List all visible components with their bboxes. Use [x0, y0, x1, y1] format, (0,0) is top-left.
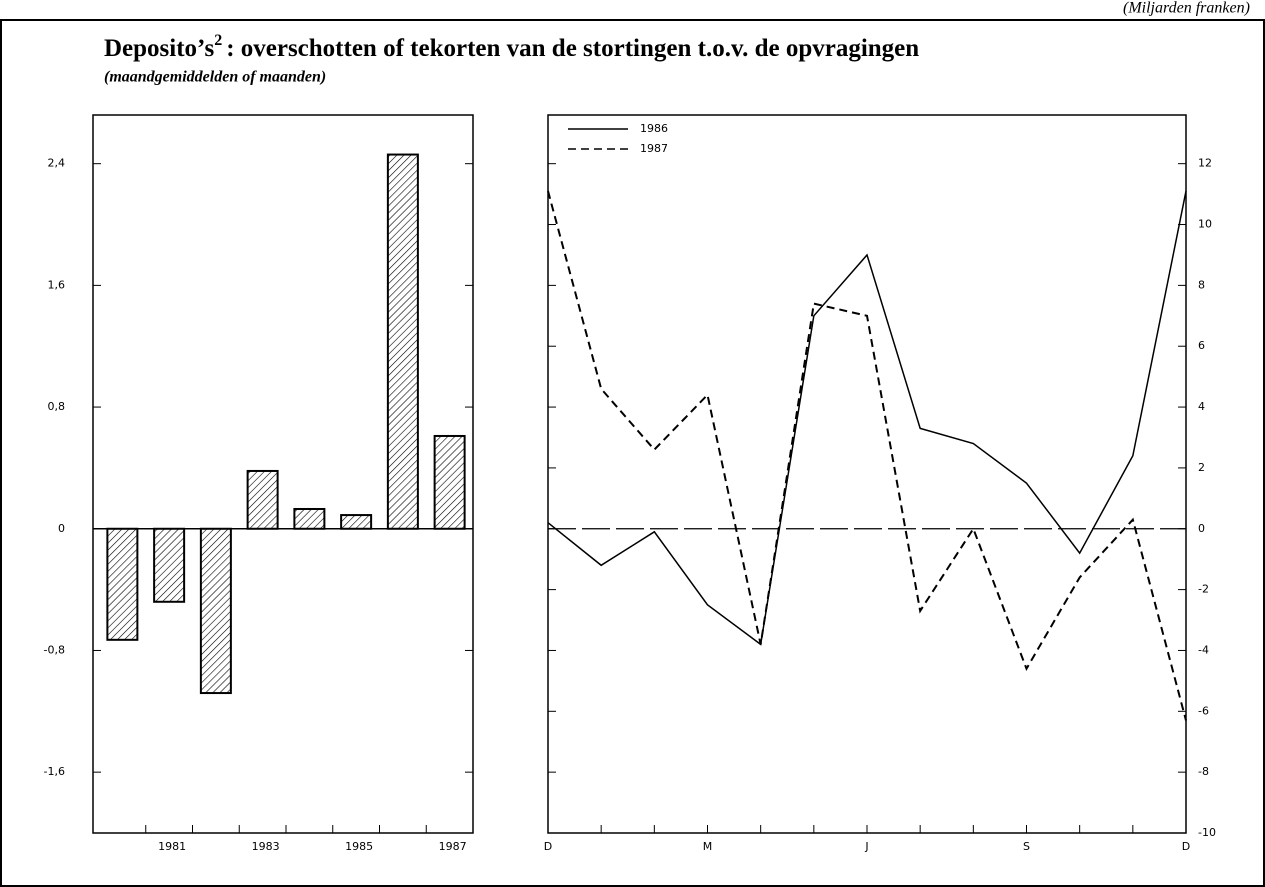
x-tick-label: 1985 — [345, 840, 373, 853]
y-tick-label: 8 — [1198, 278, 1205, 291]
bar — [199, 527, 232, 695]
y-tick-label: -2 — [1198, 583, 1209, 596]
subtitle: (maandgemiddelden of maanden) — [104, 69, 326, 86]
y-tick-label: -0,8 — [44, 643, 65, 656]
x-tick-label: D — [544, 840, 552, 853]
plot-frame — [547, 114, 1187, 834]
bar — [106, 527, 139, 641]
frame — [0, 19, 1265, 887]
bar — [293, 507, 326, 530]
title-part: Deposito’s — [104, 35, 214, 62]
y-tick-label: 0 — [1198, 522, 1205, 535]
bar — [153, 527, 186, 603]
chart-title: Deposito’s2: overschotten of tekorten va… — [104, 32, 919, 62]
y-tick-label: 0,8 — [48, 400, 66, 413]
bar — [246, 469, 279, 530]
x-tick-label: 1981 — [158, 840, 186, 853]
y-tick-label: 0 — [58, 522, 65, 535]
y-tick-label: -4 — [1198, 643, 1209, 656]
x-tick-label: S — [1023, 840, 1030, 853]
legend-label: 1987 — [640, 142, 668, 155]
y-tick-label: 4 — [1198, 400, 1205, 413]
y-tick-label: 2 — [1198, 461, 1205, 474]
x-tick-label: J — [864, 840, 868, 853]
plot-frame — [92, 114, 474, 834]
x-tick-label: 1983 — [252, 840, 280, 853]
legend-label: 1986 — [640, 122, 668, 135]
y-tick-label: -10 — [1198, 826, 1216, 839]
unit-note: (Miljarden franken) — [1123, 0, 1250, 17]
y-tick-label: 10 — [1198, 218, 1212, 231]
y-tick-label: -6 — [1198, 704, 1209, 717]
line-series — [547, 190, 1187, 721]
x-tick-label: D — [1182, 840, 1190, 853]
x-tick-label: M — [703, 840, 713, 853]
bar — [386, 153, 419, 530]
bar — [433, 434, 466, 530]
x-tick-label: 1987 — [439, 840, 467, 853]
title-sup: 2 — [214, 32, 222, 49]
line-series — [547, 190, 1187, 646]
y-tick-label: 2,4 — [48, 157, 66, 170]
bar — [340, 514, 373, 530]
y-tick-label: 6 — [1198, 339, 1205, 352]
y-tick-label: -1,6 — [44, 765, 65, 778]
y-tick-label: 12 — [1198, 157, 1212, 170]
title-part: : overschotten of tekorten van de storti… — [226, 35, 919, 62]
y-tick-label: 1,6 — [48, 278, 66, 291]
y-tick-label: -8 — [1198, 765, 1209, 778]
